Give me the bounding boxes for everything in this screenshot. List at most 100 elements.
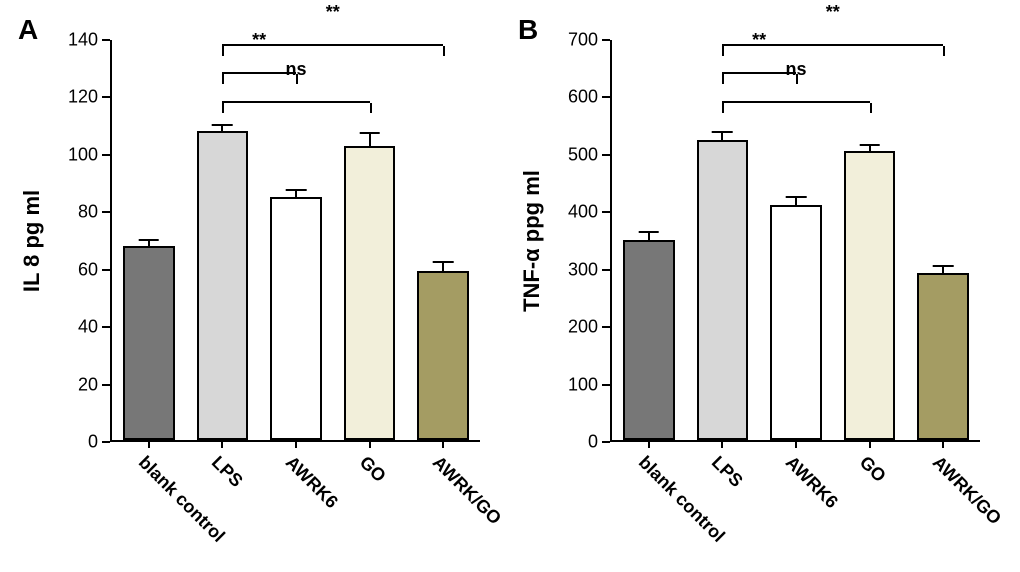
y-tick-label: 140	[50, 30, 98, 51]
sig-label: **	[752, 30, 766, 51]
bar	[697, 140, 749, 440]
y-tick	[102, 441, 110, 443]
sig-bracket-drop	[722, 103, 724, 113]
x-tick	[148, 440, 150, 448]
sig-bracket-drop	[222, 74, 224, 84]
error-bar-stem	[369, 134, 371, 145]
x-label: AWRK6	[781, 452, 842, 513]
sig-bracket-drop	[722, 46, 724, 56]
y-tick	[102, 211, 110, 213]
bar	[770, 205, 822, 440]
sig-label: **	[826, 2, 840, 23]
bar-group: blank control	[123, 40, 175, 440]
sig-label: **	[252, 30, 266, 51]
bar-group: blank control	[623, 40, 675, 440]
error-bar-stem	[295, 191, 297, 197]
y-tick-label: 80	[50, 202, 98, 223]
panel-a: A IL 8 pg ml blank controlLPSAWRK6GOAWRK…	[10, 10, 510, 562]
panel-b-plot-area: blank controlLPSAWRK6GOAWRK/GO****ns	[612, 40, 980, 440]
error-bar-stem	[221, 126, 223, 132]
error-bar-cap	[138, 239, 159, 241]
y-tick-label: 120	[50, 87, 98, 108]
sig-label: **	[326, 2, 340, 23]
x-label: GO	[355, 452, 390, 487]
y-tick	[102, 154, 110, 156]
error-bar-cap	[933, 265, 954, 267]
x-label: GO	[855, 452, 890, 487]
panel-b-plot: TNF-α ppg ml blank controlLPSAWRK6GOAWRK…	[550, 40, 990, 442]
panel-b: B TNF-α ppg ml blank controlLPSAWRK6GOAW…	[510, 10, 1010, 562]
y-tick	[602, 441, 610, 443]
panel-b-y-title: TNF-α ppg ml	[519, 170, 545, 312]
y-tick-label: 20	[50, 374, 98, 395]
y-tick	[602, 384, 610, 386]
y-tick	[602, 211, 610, 213]
x-tick	[795, 440, 797, 448]
y-tick	[602, 96, 610, 98]
bar	[623, 240, 675, 440]
error-bar-cap	[859, 144, 880, 146]
y-tick	[602, 326, 610, 328]
x-tick	[442, 440, 444, 448]
sig-bracket-drop	[222, 103, 224, 113]
y-tick-label: 500	[550, 144, 598, 165]
sig-bracket-drop	[443, 46, 445, 56]
y-tick-label: 100	[50, 144, 98, 165]
bar	[344, 146, 396, 440]
bar-group: AWRK/GO	[917, 40, 969, 440]
error-bar-cap	[786, 196, 807, 198]
x-tick	[295, 440, 297, 448]
x-tick	[369, 440, 371, 448]
panel-a-bars: blank controlLPSAWRK6GOAWRK/GO****ns	[112, 40, 480, 440]
bar	[123, 246, 175, 440]
error-bar-cap	[286, 189, 307, 191]
y-tick-label: 400	[550, 202, 598, 223]
y-tick-label: 700	[550, 30, 598, 51]
bar	[917, 273, 969, 440]
y-tick	[102, 326, 110, 328]
sig-bracket-drop	[370, 103, 372, 113]
x-tick	[942, 440, 944, 448]
panel-b-bars: blank controlLPSAWRK6GOAWRK/GO****ns	[612, 40, 980, 440]
y-tick-label: 0	[50, 432, 98, 453]
panel-b-label: B	[518, 14, 538, 46]
error-bar-stem	[442, 263, 444, 272]
y-tick-label: 200	[550, 317, 598, 338]
panel-a-label: A	[18, 14, 38, 46]
panel-a-plot-area: blank controlLPSAWRK6GOAWRK/GO****ns	[112, 40, 480, 440]
y-tick-label: 600	[550, 87, 598, 108]
bar	[844, 151, 896, 440]
y-tick	[602, 269, 610, 271]
x-label: LPS	[708, 452, 748, 492]
sig-bracket-drop	[722, 74, 724, 84]
sig-bracket-drop	[943, 46, 945, 56]
sig-label: ns	[785, 59, 806, 80]
y-tick	[102, 269, 110, 271]
x-tick	[648, 440, 650, 448]
y-tick-label: 300	[550, 259, 598, 280]
sig-bracket-line	[222, 101, 369, 103]
error-bar-cap	[712, 131, 733, 133]
error-bar-cap	[638, 231, 659, 233]
error-bar-stem	[648, 233, 650, 240]
error-bar-stem	[869, 146, 871, 152]
error-bar-stem	[942, 267, 944, 273]
error-bar-cap	[359, 132, 380, 134]
bar	[417, 271, 469, 440]
y-tick-label: 40	[50, 317, 98, 338]
x-label: AWRK/GO	[428, 452, 505, 529]
bar-group: AWRK/GO	[417, 40, 469, 440]
sig-bracket-drop	[870, 103, 872, 113]
bar	[270, 197, 322, 440]
y-tick	[102, 39, 110, 41]
panel-a-y-title: IL 8 pg ml	[19, 190, 45, 292]
y-tick-label: 100	[550, 374, 598, 395]
error-bar-stem	[148, 241, 150, 245]
error-bar-cap	[212, 124, 233, 126]
figure: A IL 8 pg ml blank controlLPSAWRK6GOAWRK…	[0, 0, 1020, 572]
x-tick	[721, 440, 723, 448]
error-bar-cap	[433, 261, 454, 263]
bar	[197, 131, 249, 440]
sig-bracket-line	[722, 101, 869, 103]
panel-a-plot: IL 8 pg ml blank controlLPSAWRK6GOAWRK/G…	[50, 40, 490, 442]
